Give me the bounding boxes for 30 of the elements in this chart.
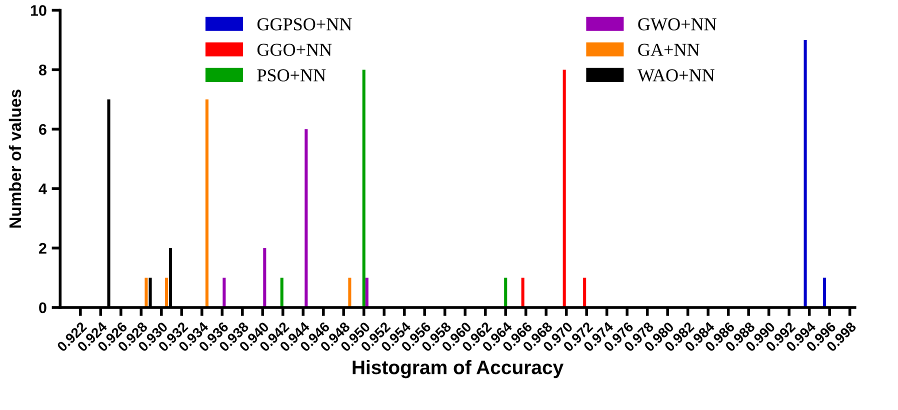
bar [164, 278, 168, 308]
y-tick-label: 2 [39, 242, 46, 254]
legend-label: GA+NN [638, 44, 700, 56]
y-tick-label: 0 [39, 302, 46, 314]
bar [280, 278, 284, 308]
y-axis-title: Number of values [8, 90, 22, 228]
y-tick-label: 6 [39, 124, 46, 135]
legend-label: GGPSO+NN [257, 18, 352, 30]
legend-label: PSO+NN [257, 69, 326, 82]
bar [205, 99, 208, 308]
bar [504, 278, 508, 308]
legend-label: GWO+NN [638, 18, 716, 30]
bar [823, 278, 826, 308]
bar [222, 278, 226, 308]
bar [365, 278, 368, 308]
y-tick-label: 10 [30, 5, 46, 16]
bar [521, 278, 524, 308]
bar [144, 278, 148, 308]
bar [362, 70, 366, 308]
bar [348, 278, 352, 308]
bar [583, 278, 586, 308]
bar [562, 70, 566, 308]
legend-label: WAO+NN [637, 69, 714, 82]
y-tick-label: 8 [38, 64, 47, 76]
x-axis-title: Histogram of Accuracy [352, 360, 564, 378]
bar [304, 129, 308, 308]
bar [263, 248, 266, 308]
y-tick-label: 4 [38, 184, 47, 194]
legend-label: GGO+NN [257, 44, 332, 56]
bar [804, 40, 807, 308]
